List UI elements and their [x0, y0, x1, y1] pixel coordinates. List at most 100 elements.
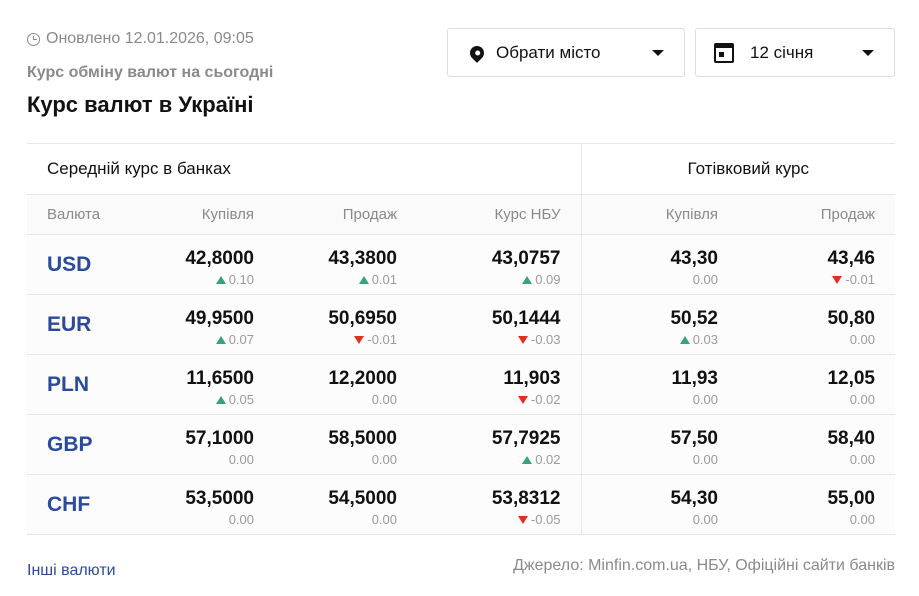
updated-text: Оновлено 12.01.2026, 09:05	[46, 30, 254, 47]
group-cash: Готівковий курс	[580, 143, 895, 195]
rate-value: 42,8000	[185, 248, 254, 269]
rate-value: 57,1000	[185, 428, 254, 449]
rate-cell: 58,5000 0.00	[274, 414, 417, 475]
rate-cell: 55,00 0.00	[738, 474, 895, 535]
rate-change: -0.02	[417, 392, 561, 407]
date-select-label: 12 січня	[750, 42, 814, 62]
rate-value: 12,05	[827, 368, 875, 389]
rate-value: 43,3800	[328, 248, 397, 269]
rate-value: 43,0757	[491, 248, 561, 269]
other-currencies-link[interactable]: Інші валюти	[27, 562, 116, 579]
rate-change: 0.00	[692, 512, 718, 527]
rate-cell: 43,3800 0.01	[274, 234, 417, 295]
rate-cell: 49,9500 0.07	[147, 294, 274, 355]
rate-value: 50,80	[827, 308, 875, 329]
rate-value: 43,46	[827, 248, 875, 269]
rate-change: 0.00	[692, 272, 718, 287]
rate-value: 12,2000	[328, 368, 397, 389]
rate-cell: 12,05 0.00	[738, 354, 895, 415]
col-buy: Купівля	[147, 194, 274, 235]
rate-cell: 57,50 0.00	[580, 414, 738, 475]
rate-cell: 54,5000 0.00	[274, 474, 417, 535]
rate-cell: 57,1000 0.00	[147, 414, 274, 475]
rate-change: 0.01	[274, 272, 397, 287]
rate-cell: 43,46 -0.01	[738, 234, 895, 295]
rate-change: -0.01	[738, 272, 875, 287]
table-row: PLN 11,6500 0.05 12,2000 0.00 11,903 -0.02 11,9…	[27, 354, 895, 415]
rate-change: 0.07	[147, 332, 254, 347]
rate-cell: 43,0757 0.09	[417, 234, 581, 295]
source-note: Джерело: Minfin.com.ua, НБУ, Офіційні са…	[513, 557, 895, 574]
rate-cell: 11,93 0.00	[580, 354, 738, 415]
rate-change: 0.09	[417, 272, 560, 287]
page-title: Курс валют в Україні	[27, 92, 254, 117]
rate-value: 54,5000	[328, 488, 397, 509]
caret-down-icon	[652, 50, 664, 56]
rate-value: 57,50	[670, 428, 718, 449]
caret-down-icon	[862, 50, 874, 56]
table-row: USD 42,8000 0.10 43,3800 0.01 43,0757 0.09 43,3…	[27, 234, 895, 295]
rate-cell: 50,1444 -0.03	[417, 294, 581, 355]
rate-value: 58,5000	[328, 428, 397, 449]
rate-change: 0.00	[849, 512, 875, 527]
group-banks: Середній курс в банках	[27, 143, 581, 195]
rate-value: 53,8312	[491, 488, 561, 509]
rate-value: 54,30	[670, 488, 718, 509]
rate-cell: 54,30 0.00	[580, 474, 738, 535]
rate-value: 58,40	[827, 428, 875, 449]
rate-change: 0.00	[228, 512, 254, 527]
rate-cell: 42,8000 0.10	[147, 234, 274, 295]
rate-value: 49,9500	[185, 308, 254, 329]
rate-cell: 50,80 0.00	[738, 294, 895, 355]
rate-cell: 53,5000 0.00	[147, 474, 274, 535]
table-row: CHF 53,5000 0.00 54,5000 0.00 53,8312 -0.05 54,…	[27, 474, 895, 535]
col-cash-buy: Купівля	[580, 194, 738, 235]
rate-value: 43,30	[670, 248, 718, 269]
rate-cell: 50,6950 -0.01	[274, 294, 417, 355]
city-select[interactable]: Обрати місто	[447, 28, 685, 77]
col-currency: Валюта	[27, 194, 147, 235]
col-nbu: Курс НБУ	[417, 194, 581, 235]
rate-change: -0.01	[274, 332, 397, 347]
rates-table: Середній курс в банках Готівковий курс В…	[27, 143, 895, 535]
currency-code[interactable]: PLN	[27, 354, 147, 415]
city-select-label: Обрати місто	[496, 42, 601, 62]
rate-change: 0.00	[228, 452, 254, 467]
rate-value: 50,6950	[328, 308, 397, 329]
calendar-icon	[714, 42, 734, 63]
rate-change: 0.05	[147, 392, 254, 407]
rate-value: 11,6500	[186, 368, 254, 389]
rate-cell: 11,6500 0.05	[147, 354, 274, 415]
rate-cell: 58,40 0.00	[738, 414, 895, 475]
rate-change: 0.00	[692, 452, 718, 467]
rate-value: 53,5000	[185, 488, 254, 509]
rate-cell: 11,903 -0.02	[417, 354, 581, 415]
rate-cell: 53,8312 -0.05	[417, 474, 581, 535]
rate-value: 50,52	[670, 308, 718, 329]
rate-change: 0.10	[147, 272, 254, 287]
rate-change: 0.00	[692, 392, 718, 407]
rate-change: 0.00	[849, 392, 875, 407]
currency-code[interactable]: EUR	[27, 294, 147, 355]
rate-change: -0.05	[417, 512, 561, 527]
rate-change: 0.00	[849, 332, 875, 347]
currency-code[interactable]: USD	[27, 234, 147, 295]
page-subtitle: Курс обміну валют на сьогодні	[27, 64, 274, 81]
rate-change: 0.03	[582, 332, 718, 347]
location-pin-icon	[467, 42, 487, 63]
rate-change: 0.02	[417, 452, 560, 467]
updated-timestamp: Оновлено 12.01.2026, 09:05	[27, 30, 254, 48]
date-select[interactable]: 12 січня	[695, 28, 895, 77]
rate-change: 0.00	[849, 452, 875, 467]
rate-value: 57,7925	[491, 428, 561, 449]
rate-change: 0.00	[371, 452, 397, 467]
col-sell: Продаж	[274, 194, 417, 235]
col-cash-sell: Продаж	[738, 194, 895, 235]
rate-change: 0.00	[371, 392, 397, 407]
rate-change: -0.03	[417, 332, 561, 347]
rate-cell: 43,30 0.00	[580, 234, 738, 295]
rate-value: 11,903	[503, 368, 561, 389]
rate-value: 50,1444	[491, 308, 561, 329]
currency-code[interactable]: CHF	[27, 474, 147, 535]
currency-code[interactable]: GBP	[27, 414, 147, 475]
